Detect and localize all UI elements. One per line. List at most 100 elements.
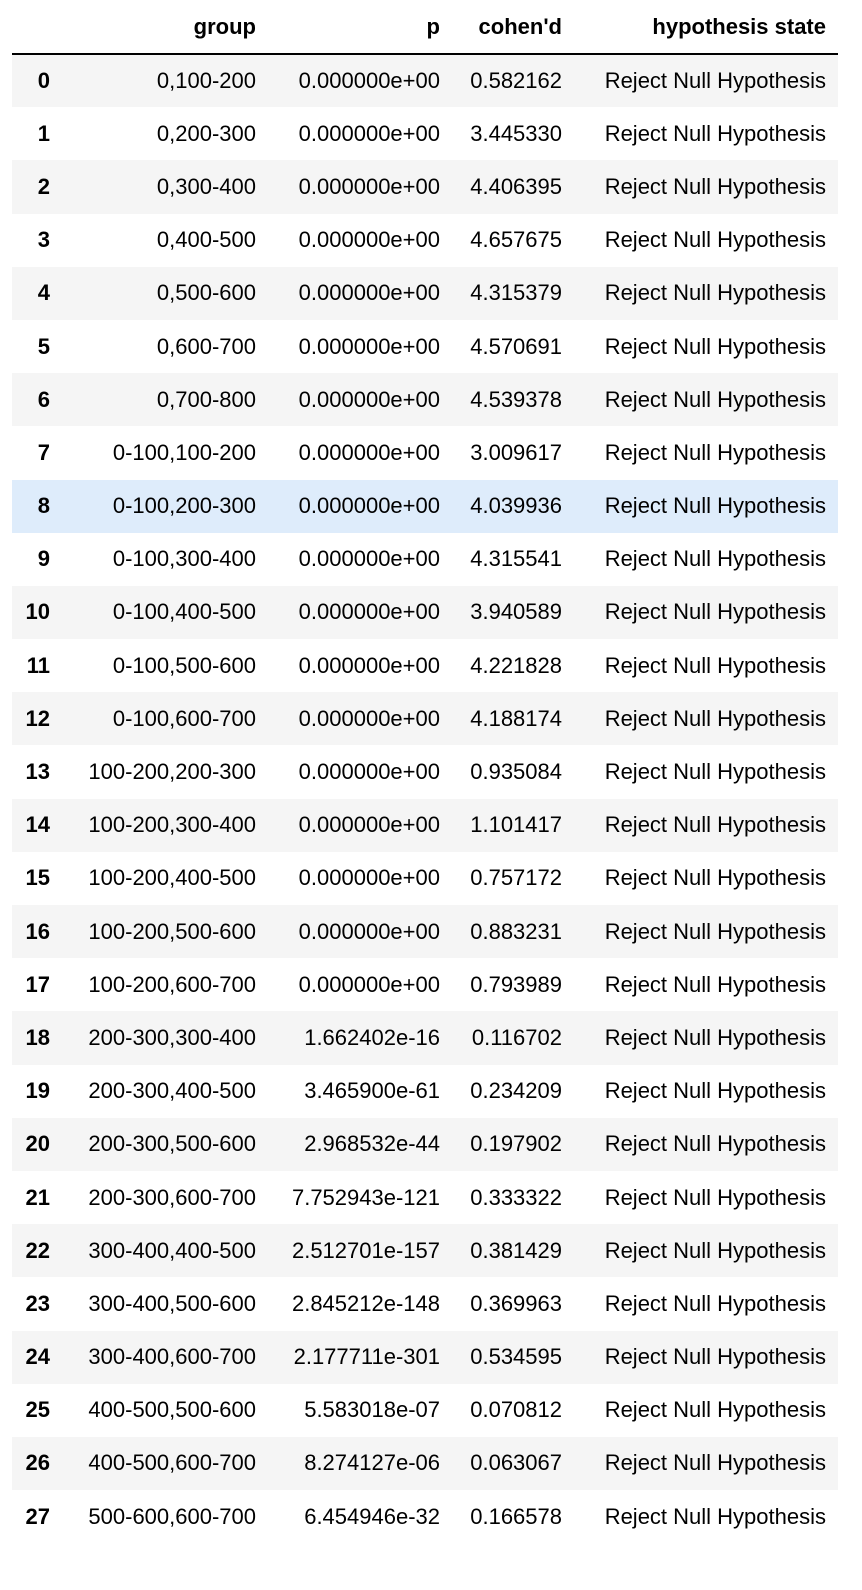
cell-hypothesis-state: Reject Null Hypothesis xyxy=(604,652,826,678)
cell-p: 3.465900e-61 xyxy=(304,1078,440,1104)
cell-cohens-d: 0.381429 xyxy=(470,1237,562,1263)
table-row: 3 0,400-500 0.000000e+00 4.657675 Reject Nul… xyxy=(12,213,838,267)
cell-cohens-d: 0.793989 xyxy=(470,971,562,997)
cell-hypothesis-state: Reject Null Hypothesis xyxy=(604,1078,826,1104)
cell-hypothesis-state: Reject Null Hypothesis xyxy=(604,1237,826,1263)
cell-group: 0-100,100-200 xyxy=(112,439,256,465)
cell-p: 6.454946e-32 xyxy=(304,1503,440,1529)
cell-group: 300-400,500-600 xyxy=(88,1290,256,1316)
cell-p: 0.000000e+00 xyxy=(298,652,440,678)
table-row: 16 100-200,500-600 0.000000e+00 0.883231 Rej… xyxy=(12,905,838,959)
cell-p: 0.000000e+00 xyxy=(298,759,440,785)
cell-hypothesis-state: Reject Null Hypothesis xyxy=(604,227,826,253)
row-index: 21 xyxy=(25,1184,50,1210)
cell-cohens-d: 0.197902 xyxy=(470,1131,562,1157)
table-row: 23 300-400,500-600 2.845212e-148 0.369963 Re… xyxy=(12,1277,838,1331)
cell-cohens-d: 1.101417 xyxy=(470,812,562,838)
row-index: 16 xyxy=(25,918,50,944)
cell-hypothesis-state: Reject Null Hypothesis xyxy=(604,1024,826,1050)
cell-cohens-d: 0.757172 xyxy=(470,865,562,891)
table-row: 24 300-400,600-700 2.177711e-301 0.534595 Re… xyxy=(12,1330,838,1384)
cell-cohens-d: 4.570691 xyxy=(470,333,562,359)
cell-hypothesis-state: Reject Null Hypothesis xyxy=(604,1344,826,1370)
cell-hypothesis-state: Reject Null Hypothesis xyxy=(604,546,826,572)
cell-hypothesis-state: Reject Null Hypothesis xyxy=(604,759,826,785)
table-row: 26 400-500,600-700 8.274127e-06 0.063067 Rej… xyxy=(12,1436,838,1491)
results-table: group p cohen'd hypothesis state 0 0,100-… xyxy=(12,0,838,1544)
cell-cohens-d: 0.369963 xyxy=(470,1290,562,1316)
cell-hypothesis-state: Reject Null Hypothesis xyxy=(604,280,826,306)
cell-group: 0,500-600 xyxy=(156,280,256,306)
header-hypothesis-state: hypothesis state xyxy=(574,0,838,55)
table-row: 17 100-200,600-700 0.000000e+00 0.793989 Rej… xyxy=(12,958,838,1012)
cell-group: 100-200,300-400 xyxy=(88,812,256,838)
cell-hypothesis-state: Reject Null Hypothesis xyxy=(604,1503,826,1529)
cell-p: 5.583018e-07 xyxy=(304,1397,440,1423)
cell-p: 0.000000e+00 xyxy=(298,68,440,94)
row-index: 6 xyxy=(37,386,50,412)
table-row: 13 100-200,200-300 0.000000e+00 0.935084 Rej… xyxy=(12,745,838,799)
cell-cohens-d: 3.445330 xyxy=(470,120,562,146)
row-index: 7 xyxy=(37,439,50,465)
header-cohens-d: cohen'd xyxy=(452,0,574,55)
row-index: 8 xyxy=(37,493,50,519)
row-index: 23 xyxy=(25,1290,50,1316)
cell-p: 0.000000e+00 xyxy=(298,705,440,731)
table-row: 15 100-200,400-500 0.000000e+00 0.757172 Rej… xyxy=(12,851,838,905)
cell-cohens-d: 0.534595 xyxy=(470,1344,562,1370)
cell-p: 0.000000e+00 xyxy=(298,865,440,891)
cell-group: 100-200,600-700 xyxy=(88,971,256,997)
cell-hypothesis-state: Reject Null Hypothesis xyxy=(604,971,826,997)
cell-cohens-d: 4.406395 xyxy=(470,173,562,199)
row-index: 12 xyxy=(25,705,50,731)
table-row: 8 0-100,200-300 0.000000e+00 4.039936 Reject… xyxy=(12,479,838,533)
cell-hypothesis-state: Reject Null Hypothesis xyxy=(604,1184,826,1210)
cell-group: 0,300-400 xyxy=(156,173,256,199)
table-row: 11 0-100,500-600 0.000000e+00 4.221828 Rejec… xyxy=(12,639,838,693)
table-row: 2 0,300-400 0.000000e+00 4.406395 Reject Nul… xyxy=(12,160,838,214)
cell-group: 0-100,600-700 xyxy=(112,705,256,731)
row-index: 22 xyxy=(25,1237,50,1263)
cell-cohens-d: 4.188174 xyxy=(470,705,562,731)
cell-group: 100-200,500-600 xyxy=(88,918,256,944)
row-index: 24 xyxy=(25,1344,50,1370)
cell-cohens-d: 0.935084 xyxy=(470,759,562,785)
cell-hypothesis-state: Reject Null Hypothesis xyxy=(604,386,826,412)
row-index: 18 xyxy=(25,1024,50,1050)
cell-group: 400-500,500-600 xyxy=(88,1397,256,1423)
cell-cohens-d: 0.116702 xyxy=(471,1024,562,1050)
cell-group: 400-500,600-700 xyxy=(88,1450,256,1476)
header-p: p xyxy=(268,0,452,55)
row-index: 3 xyxy=(37,227,50,253)
cell-p: 0.000000e+00 xyxy=(298,439,440,465)
cell-p: 0.000000e+00 xyxy=(298,918,440,944)
cell-group: 0-100,200-300 xyxy=(112,493,256,519)
row-index: 0 xyxy=(37,68,50,94)
cell-hypothesis-state: Reject Null Hypothesis xyxy=(604,599,826,625)
cell-p: 0.000000e+00 xyxy=(298,546,440,572)
cell-hypothesis-state: Reject Null Hypothesis xyxy=(604,705,826,731)
cell-hypothesis-state: Reject Null Hypothesis xyxy=(604,120,826,146)
cell-p: 0.000000e+00 xyxy=(298,971,440,997)
row-index: 9 xyxy=(37,546,50,572)
cell-p: 0.000000e+00 xyxy=(298,386,440,412)
table-row: 5 0,600-700 0.000000e+00 4.570691 Reject Nul… xyxy=(12,319,838,374)
table-row: 25 400-500,500-600 5.583018e-07 0.070812 Rej… xyxy=(12,1383,838,1437)
cell-p: 8.274127e-06 xyxy=(304,1450,440,1476)
cell-group: 0,600-700 xyxy=(156,333,256,359)
cell-cohens-d: 0.063067 xyxy=(470,1450,562,1476)
cell-group: 200-300,500-600 xyxy=(88,1131,256,1157)
cell-p: 2.845212e-148 xyxy=(291,1290,440,1316)
cell-group: 100-200,200-300 xyxy=(88,759,256,785)
cell-hypothesis-state: Reject Null Hypothesis xyxy=(604,439,826,465)
table-row: 7 0-100,100-200 0.000000e+00 3.009617 Reject… xyxy=(12,426,838,480)
header-index xyxy=(12,0,62,55)
cell-hypothesis-state: Reject Null Hypothesis xyxy=(604,173,826,199)
cell-hypothesis-state: Reject Null Hypothesis xyxy=(604,1397,826,1423)
cell-group: 200-300,400-500 xyxy=(88,1078,256,1104)
cell-hypothesis-state: Reject Null Hypothesis xyxy=(604,1131,826,1157)
table-row: 6 0,700-800 0.000000e+00 4.539378 Reject Nul… xyxy=(12,373,838,427)
cell-hypothesis-state: Reject Null Hypothesis xyxy=(604,812,826,838)
cell-group: 0,200-300 xyxy=(156,120,256,146)
table-row: 20 200-300,500-600 2.968532e-44 0.197902 Rej… xyxy=(12,1117,838,1171)
